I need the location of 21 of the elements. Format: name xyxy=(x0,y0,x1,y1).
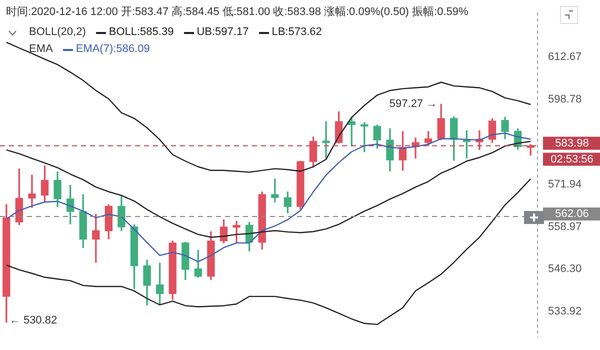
candlestick xyxy=(28,174,36,208)
legend-label: LB:573.62 xyxy=(272,25,322,40)
y-tick-label: 546.30 xyxy=(548,263,582,276)
annotation: BOLL(20,2) xyxy=(29,25,86,40)
annotation: ← 530.82 xyxy=(9,314,58,326)
text: 02:53:56 xyxy=(550,153,594,166)
legend-label: UB:597.17 xyxy=(196,25,249,40)
candlestick xyxy=(322,121,330,158)
ref-line-label: 562.06 xyxy=(555,208,589,220)
ref-line-label: 583.98 xyxy=(555,137,589,150)
y-tick-label: 533.92 xyxy=(548,306,582,318)
y-tick-label: 571.94 xyxy=(548,178,582,190)
candlestick xyxy=(232,221,240,244)
annotation: 597.27 → xyxy=(389,98,438,110)
legend-label: BOLL:585.39 xyxy=(108,25,174,40)
y-tick-label: 598.78 xyxy=(548,94,582,106)
y-tick-label: 558.97 xyxy=(548,220,582,233)
y-tick-label: 612.67 xyxy=(548,51,582,64)
annotation: EMA xyxy=(29,42,53,57)
legend-label: EMA(7):586.09 xyxy=(76,42,150,57)
chart-title: 时间:2020-12-16 12:00 开:583.47 高:584.45 低:581.00 收:583.98 涨幅:0.09%(0.50) 振幅:0.59% xyxy=(6,4,468,19)
